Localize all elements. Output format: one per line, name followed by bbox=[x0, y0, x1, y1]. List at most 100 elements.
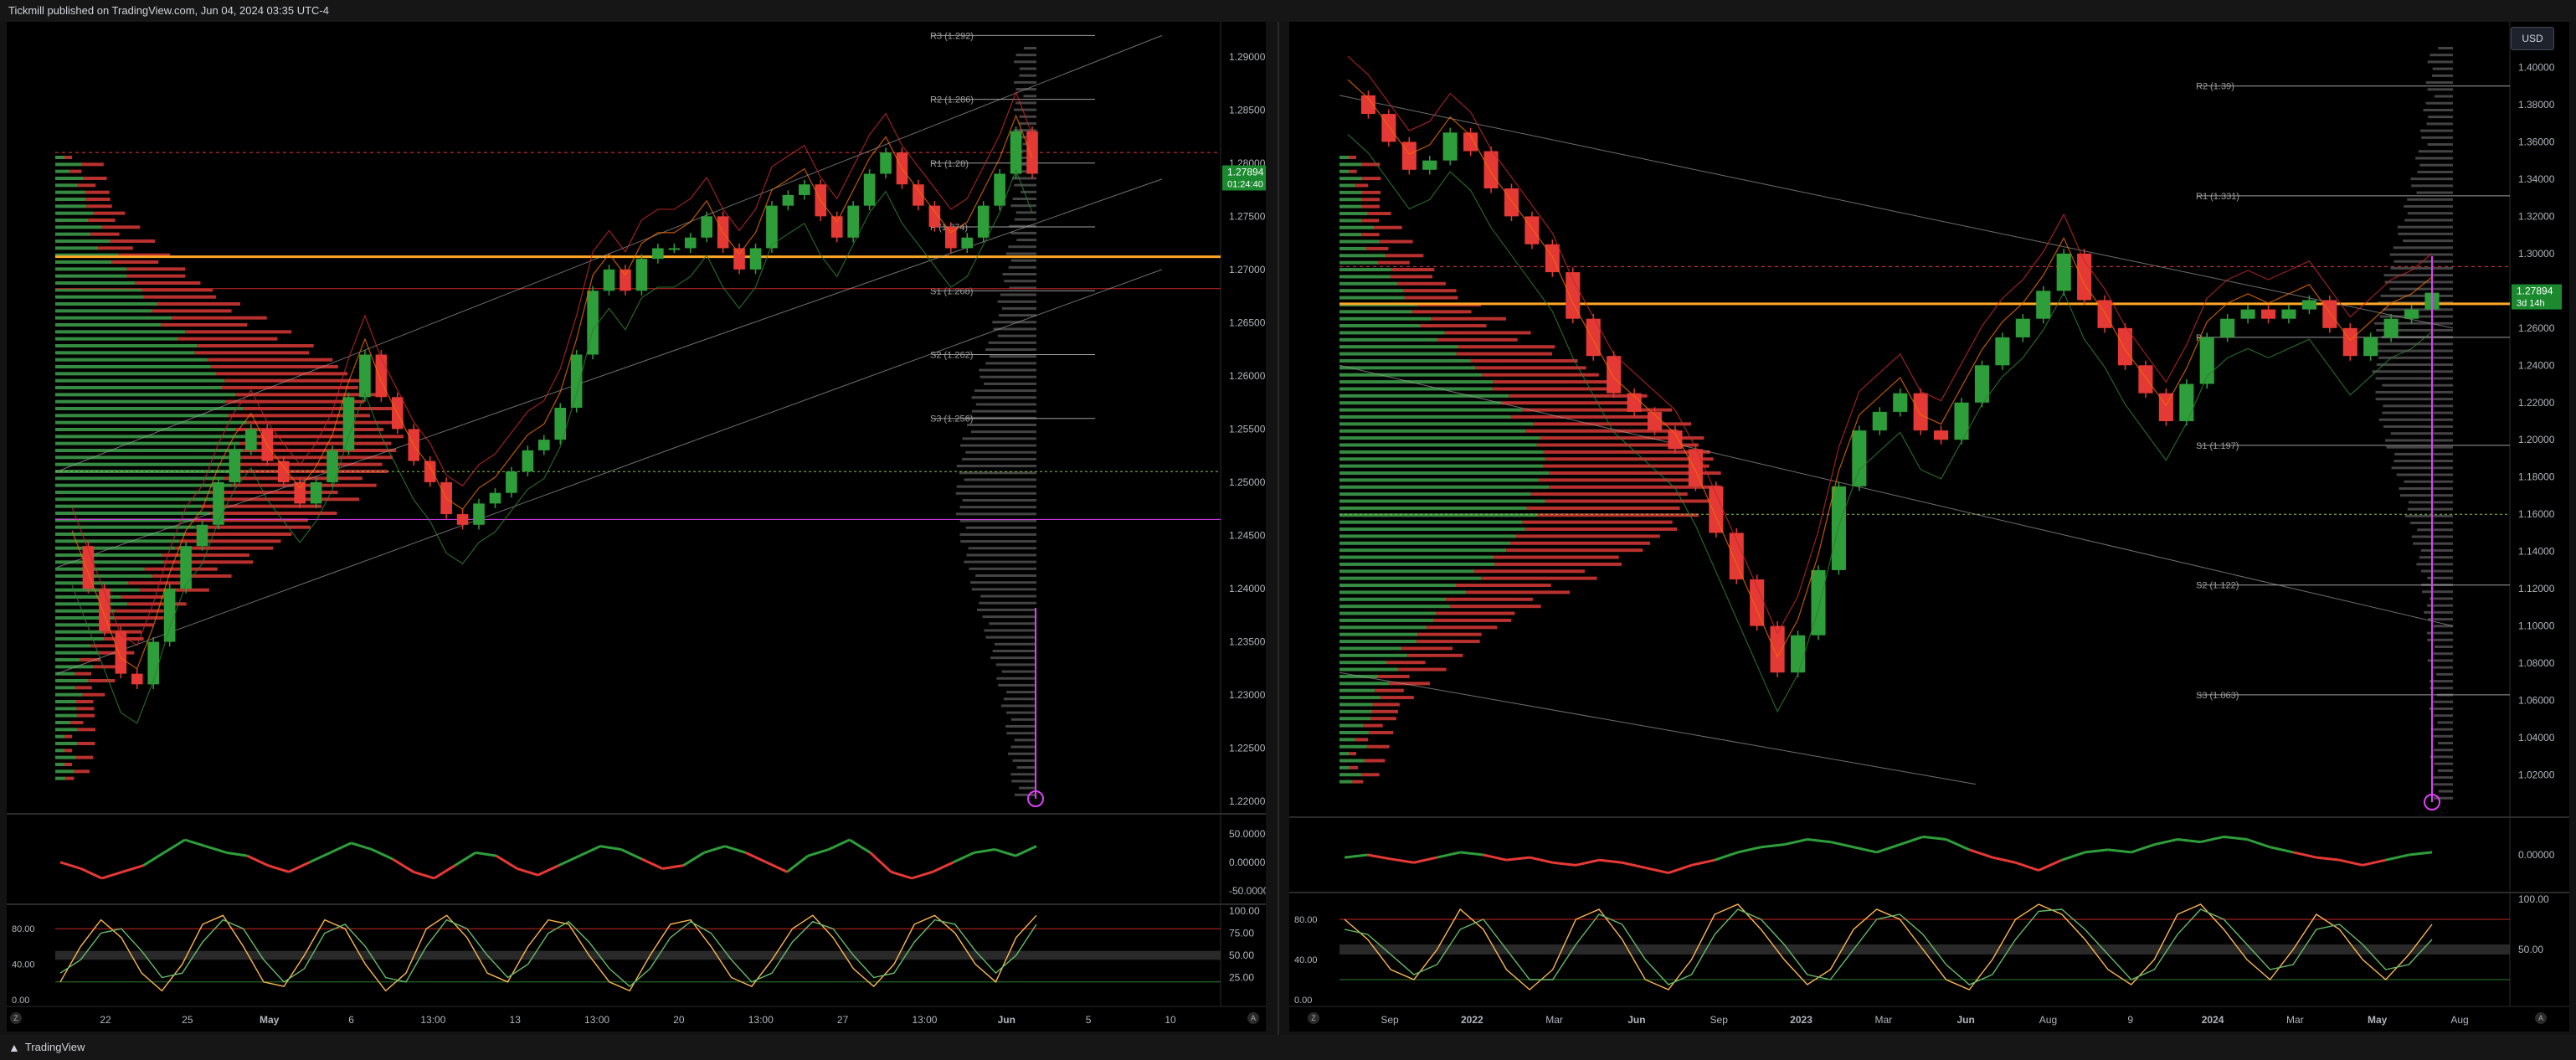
candle-body bbox=[2199, 337, 2214, 384]
price-axis-tick: 1.23500 bbox=[1229, 636, 1266, 648]
pivot-label: P bbox=[2196, 333, 2202, 343]
volume-profile-sell-bar bbox=[76, 707, 95, 711]
stochastic-d-line bbox=[59, 918, 1037, 988]
publisher-line: Tickmill published on TradingView.com, J… bbox=[8, 4, 329, 17]
left-chart-svg[interactable]: 1.290001.285001.280001.275001.270001.265… bbox=[7, 22, 1274, 1032]
volume-profile-buy-bar bbox=[55, 504, 202, 508]
volume-profile-sell-bar bbox=[1391, 275, 1432, 279]
volume-profile-buy-bar bbox=[55, 407, 244, 410]
session-volume-profile-bar bbox=[1008, 752, 1036, 755]
volume-profile-buy-bar bbox=[1339, 485, 1550, 489]
volume-profile-sell-bar bbox=[88, 679, 116, 682]
volume-profile-sell-bar bbox=[1361, 219, 1380, 223]
candle-body bbox=[684, 237, 697, 249]
price-axis-tick: 1.14000 bbox=[2518, 546, 2555, 558]
volume-profile-sell-bar bbox=[1371, 709, 1398, 713]
volume-profile-sell-bar bbox=[1352, 780, 1364, 784]
volume-profile-sell-bar bbox=[115, 616, 164, 620]
volume-profile-sell-bar bbox=[1363, 723, 1383, 728]
volume-profile-buy-bar bbox=[55, 316, 172, 320]
pivot-label: S2 (1.122) bbox=[2196, 581, 2239, 591]
session-volume-profile-bar bbox=[2375, 377, 2453, 380]
volume-profile-buy-bar bbox=[1339, 190, 1362, 194]
oscillator-line-segment bbox=[1830, 841, 1854, 849]
candle-body bbox=[1688, 449, 1703, 486]
volume-profile-sell-bar bbox=[1380, 696, 1414, 700]
left-auto-scale-button[interactable]: A bbox=[1247, 1012, 1259, 1024]
volume-profile-sell-bar bbox=[1450, 605, 1541, 609]
right-chart-pane[interactable]: 1.40000 1.38000 1.36000 1.34000 1.32000 1.300… bbox=[1289, 22, 2569, 1032]
candle-body bbox=[1995, 337, 2010, 366]
candle-body bbox=[1422, 160, 1437, 170]
session-volume-profile-bar bbox=[962, 457, 1036, 461]
session-volume-profile-bar bbox=[2386, 445, 2453, 449]
right-zoom-button[interactable]: Z bbox=[1308, 1012, 1319, 1024]
volume-profile-buy-bar bbox=[1339, 429, 1526, 433]
price-axis-tick: 1.04000 bbox=[2518, 732, 2555, 744]
candle-body bbox=[570, 354, 583, 409]
candle-body bbox=[944, 227, 957, 249]
volume-profile-buy-bar bbox=[1339, 373, 1483, 377]
session-volume-profile-bar bbox=[2398, 232, 2453, 235]
volume-profile-buy-bar bbox=[55, 609, 116, 613]
session-volume-profile-bar bbox=[992, 650, 1036, 652]
right-chart-svg[interactable]: 1.40000 1.38000 1.36000 1.34000 1.32000 1.300… bbox=[1289, 22, 2569, 1032]
volume-profile-buy-bar bbox=[1339, 358, 1471, 363]
session-volume-profile-bar bbox=[2393, 260, 2453, 263]
volume-profile-sell-bar bbox=[1380, 239, 1413, 244]
volume-profile-sell-bar bbox=[179, 539, 281, 543]
session-volume-profile-bar bbox=[971, 396, 1036, 399]
volume-profile-buy-bar bbox=[55, 776, 66, 780]
trend-channel-line bbox=[56, 34, 1163, 472]
volume-profile-buy-bar bbox=[1339, 773, 1362, 777]
volume-profile-buy-bar bbox=[1339, 408, 1523, 412]
volume-profile-buy-bar bbox=[55, 665, 94, 669]
session-volume-profile-bar bbox=[979, 375, 1036, 378]
volume-profile-buy-bar bbox=[1339, 198, 1362, 202]
volume-profile-sell-bar bbox=[126, 274, 186, 278]
volume-profile-sell-bar bbox=[90, 644, 121, 648]
volume-profile-buy-bar bbox=[1339, 752, 1349, 756]
volume-profile-sell-bar bbox=[246, 435, 404, 439]
session-volume-profile-bar bbox=[2389, 287, 2453, 291]
session-volume-profile-bar bbox=[985, 635, 1036, 639]
price-axis-tick: 1.22500 bbox=[1229, 743, 1266, 754]
session-volume-profile-bar bbox=[1006, 732, 1036, 735]
currency-button[interactable]: USD bbox=[2511, 27, 2554, 50]
volume-profile-sell-bar bbox=[175, 546, 274, 550]
volume-profile-sell-bar bbox=[1549, 485, 1721, 489]
candle-body bbox=[587, 291, 599, 355]
price-axis-tick: 1.20000 bbox=[2518, 434, 2555, 445]
session-volume-profile-bar bbox=[2418, 150, 2453, 153]
pivot-label: R2 (1.39) bbox=[2196, 82, 2234, 92]
candle-body bbox=[2240, 309, 2255, 319]
session-volume-profile-bar bbox=[2420, 548, 2453, 552]
session-volume-profile-bar bbox=[965, 526, 1036, 529]
volume-profile-buy-bar bbox=[55, 518, 194, 522]
oscillator-axis-tick: 0.00000 bbox=[2518, 849, 2555, 861]
volume-profile-buy-bar bbox=[1339, 156, 1349, 159]
volume-profile-buy-bar bbox=[1339, 730, 1370, 734]
left-zoom-button[interactable]: Z bbox=[10, 1012, 22, 1024]
session-volume-profile-bar bbox=[979, 601, 1036, 605]
volume-profile-sell-bar bbox=[118, 253, 171, 257]
lightning-alert-icon bbox=[2424, 794, 2440, 810]
left-chart-pane[interactable]: 1.29000 1.28500 1.28000 1.27500 1.27000 1.265… bbox=[7, 22, 1274, 1032]
session-volume-profile-bar bbox=[2378, 418, 2453, 421]
session-volume-profile-bar bbox=[2431, 666, 2453, 669]
session-volume-profile-bar bbox=[966, 553, 1036, 557]
brand[interactable]: ▲ TradingView bbox=[8, 1035, 85, 1060]
volume-profile-sell-bar bbox=[76, 700, 94, 703]
volume-profile-sell-bar bbox=[1510, 414, 1652, 419]
pane-divider[interactable] bbox=[1278, 22, 1279, 1035]
volume-profile-sell-bar bbox=[210, 365, 338, 368]
volume-profile-sell-bar bbox=[1426, 625, 1498, 630]
volume-profile-sell-bar bbox=[1361, 198, 1381, 202]
volume-profile-sell-bar bbox=[127, 602, 187, 606]
candle-body bbox=[2036, 291, 2051, 319]
volume-profile-buy-bar bbox=[55, 295, 144, 299]
session-volume-profile-bar bbox=[980, 594, 1036, 598]
volume-profile-buy-bar bbox=[1339, 281, 1398, 286]
right-auto-scale-button[interactable]: A bbox=[2535, 1012, 2547, 1024]
price-axis-tick: 1.08000 bbox=[2518, 657, 2555, 669]
